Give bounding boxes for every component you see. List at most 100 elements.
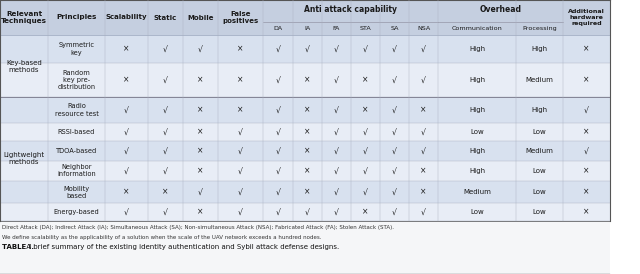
Text: Anti attack capability: Anti attack capability bbox=[304, 5, 397, 15]
Text: √: √ bbox=[334, 127, 339, 136]
Text: √: √ bbox=[334, 105, 339, 115]
Text: Additional
hardware
required: Additional hardware required bbox=[568, 9, 605, 26]
Text: ×: × bbox=[163, 187, 169, 196]
Bar bbox=[0, 123, 610, 141]
Text: Direct Attack (DA); Indirect Attack (IA); Simultaneous Attack (SA); Non-simultan: Direct Attack (DA); Indirect Attack (IA)… bbox=[2, 226, 394, 230]
Bar bbox=[0, 63, 48, 97]
Text: ×: × bbox=[237, 76, 244, 84]
Text: Low: Low bbox=[470, 129, 484, 135]
Text: √: √ bbox=[163, 76, 168, 84]
Text: We define scalability as the applicability of a solution when the scale of the U: We define scalability as the applicabili… bbox=[2, 235, 321, 239]
Bar bbox=[0, 221, 610, 274]
Text: ×: × bbox=[304, 76, 310, 84]
Text: √: √ bbox=[238, 167, 243, 176]
Text: High: High bbox=[469, 168, 485, 174]
Text: √: √ bbox=[276, 44, 280, 53]
Text: √: √ bbox=[421, 207, 426, 216]
Text: Scalability: Scalability bbox=[106, 15, 147, 21]
Bar bbox=[0, 181, 48, 203]
Text: √: √ bbox=[276, 207, 280, 216]
Text: Random
key pre-
distribution: Random key pre- distribution bbox=[58, 70, 95, 90]
Text: √: √ bbox=[238, 147, 243, 156]
Text: ×: × bbox=[583, 44, 589, 53]
Text: √: √ bbox=[163, 44, 168, 53]
Text: ×: × bbox=[197, 147, 204, 156]
Text: ×: × bbox=[124, 76, 130, 84]
Text: √: √ bbox=[363, 167, 368, 176]
Bar bbox=[0, 63, 610, 97]
Text: √: √ bbox=[276, 147, 280, 156]
Text: ×: × bbox=[583, 76, 589, 84]
Text: IA: IA bbox=[305, 26, 310, 31]
Text: ×: × bbox=[583, 127, 589, 136]
Text: √: √ bbox=[421, 44, 426, 53]
Text: High: High bbox=[469, 77, 485, 83]
Text: ×: × bbox=[420, 167, 427, 176]
Bar bbox=[0, 203, 48, 221]
Text: √: √ bbox=[334, 167, 339, 176]
Text: √: √ bbox=[163, 127, 168, 136]
Text: √: √ bbox=[163, 207, 168, 216]
Text: Symmetric
key: Symmetric key bbox=[58, 42, 95, 56]
Text: √: √ bbox=[334, 207, 339, 216]
Text: √: √ bbox=[421, 147, 426, 156]
Text: Communication: Communication bbox=[452, 26, 502, 31]
Text: ×: × bbox=[362, 76, 369, 84]
Text: √: √ bbox=[392, 167, 397, 176]
Bar bbox=[0, 141, 610, 161]
Text: √: √ bbox=[392, 127, 397, 136]
Text: √: √ bbox=[363, 187, 368, 196]
Text: √: √ bbox=[392, 105, 397, 115]
Text: TDOA-based: TDOA-based bbox=[56, 148, 97, 154]
Text: FA: FA bbox=[333, 26, 340, 31]
Text: ×: × bbox=[237, 105, 244, 115]
Bar bbox=[0, 0, 610, 35]
Text: Low: Low bbox=[470, 209, 484, 215]
Text: ×: × bbox=[237, 44, 244, 53]
Text: ×: × bbox=[304, 147, 310, 156]
Text: Medium: Medium bbox=[525, 77, 554, 83]
Text: TABLE I.: TABLE I. bbox=[2, 244, 34, 250]
Bar bbox=[0, 97, 610, 123]
Text: √: √ bbox=[276, 167, 280, 176]
Text: ×: × bbox=[304, 187, 310, 196]
Text: Neighbor
information: Neighbor information bbox=[57, 164, 96, 178]
Text: Static: Static bbox=[154, 15, 177, 21]
Text: High: High bbox=[531, 107, 548, 113]
Text: ×: × bbox=[197, 207, 204, 216]
Text: ×: × bbox=[304, 167, 310, 176]
Text: A brief summary of the existing identity authentication and Sybil attack defense: A brief summary of the existing identity… bbox=[24, 244, 339, 250]
Text: Low: Low bbox=[532, 168, 547, 174]
Text: √: √ bbox=[334, 76, 339, 84]
Text: Lightweight
methods: Lightweight methods bbox=[3, 153, 45, 165]
Text: ×: × bbox=[124, 44, 130, 53]
Text: √: √ bbox=[163, 167, 168, 176]
Text: √: √ bbox=[363, 147, 368, 156]
Text: High: High bbox=[469, 46, 485, 52]
Text: √: √ bbox=[421, 76, 426, 84]
Text: √: √ bbox=[363, 127, 368, 136]
Text: Overhead: Overhead bbox=[479, 5, 522, 15]
Bar bbox=[0, 123, 48, 141]
Text: ×: × bbox=[197, 76, 204, 84]
Text: √: √ bbox=[392, 207, 397, 216]
Text: √: √ bbox=[124, 207, 129, 216]
Bar bbox=[0, 161, 48, 181]
Text: √: √ bbox=[124, 105, 129, 115]
Text: √: √ bbox=[124, 147, 129, 156]
Text: High: High bbox=[531, 46, 548, 52]
Text: √: √ bbox=[124, 167, 129, 176]
Bar bbox=[0, 35, 610, 63]
Bar bbox=[0, 161, 610, 181]
Text: √: √ bbox=[334, 44, 339, 53]
Text: √: √ bbox=[198, 187, 203, 196]
Text: ×: × bbox=[124, 187, 130, 196]
Bar bbox=[0, 203, 610, 221]
Text: √: √ bbox=[124, 127, 129, 136]
Text: √: √ bbox=[198, 44, 203, 53]
Text: Low: Low bbox=[532, 189, 547, 195]
Text: √: √ bbox=[305, 44, 310, 53]
Text: DA: DA bbox=[273, 26, 283, 31]
Text: Medium: Medium bbox=[525, 148, 554, 154]
Text: Key-based
methods: Key-based methods bbox=[6, 59, 42, 73]
